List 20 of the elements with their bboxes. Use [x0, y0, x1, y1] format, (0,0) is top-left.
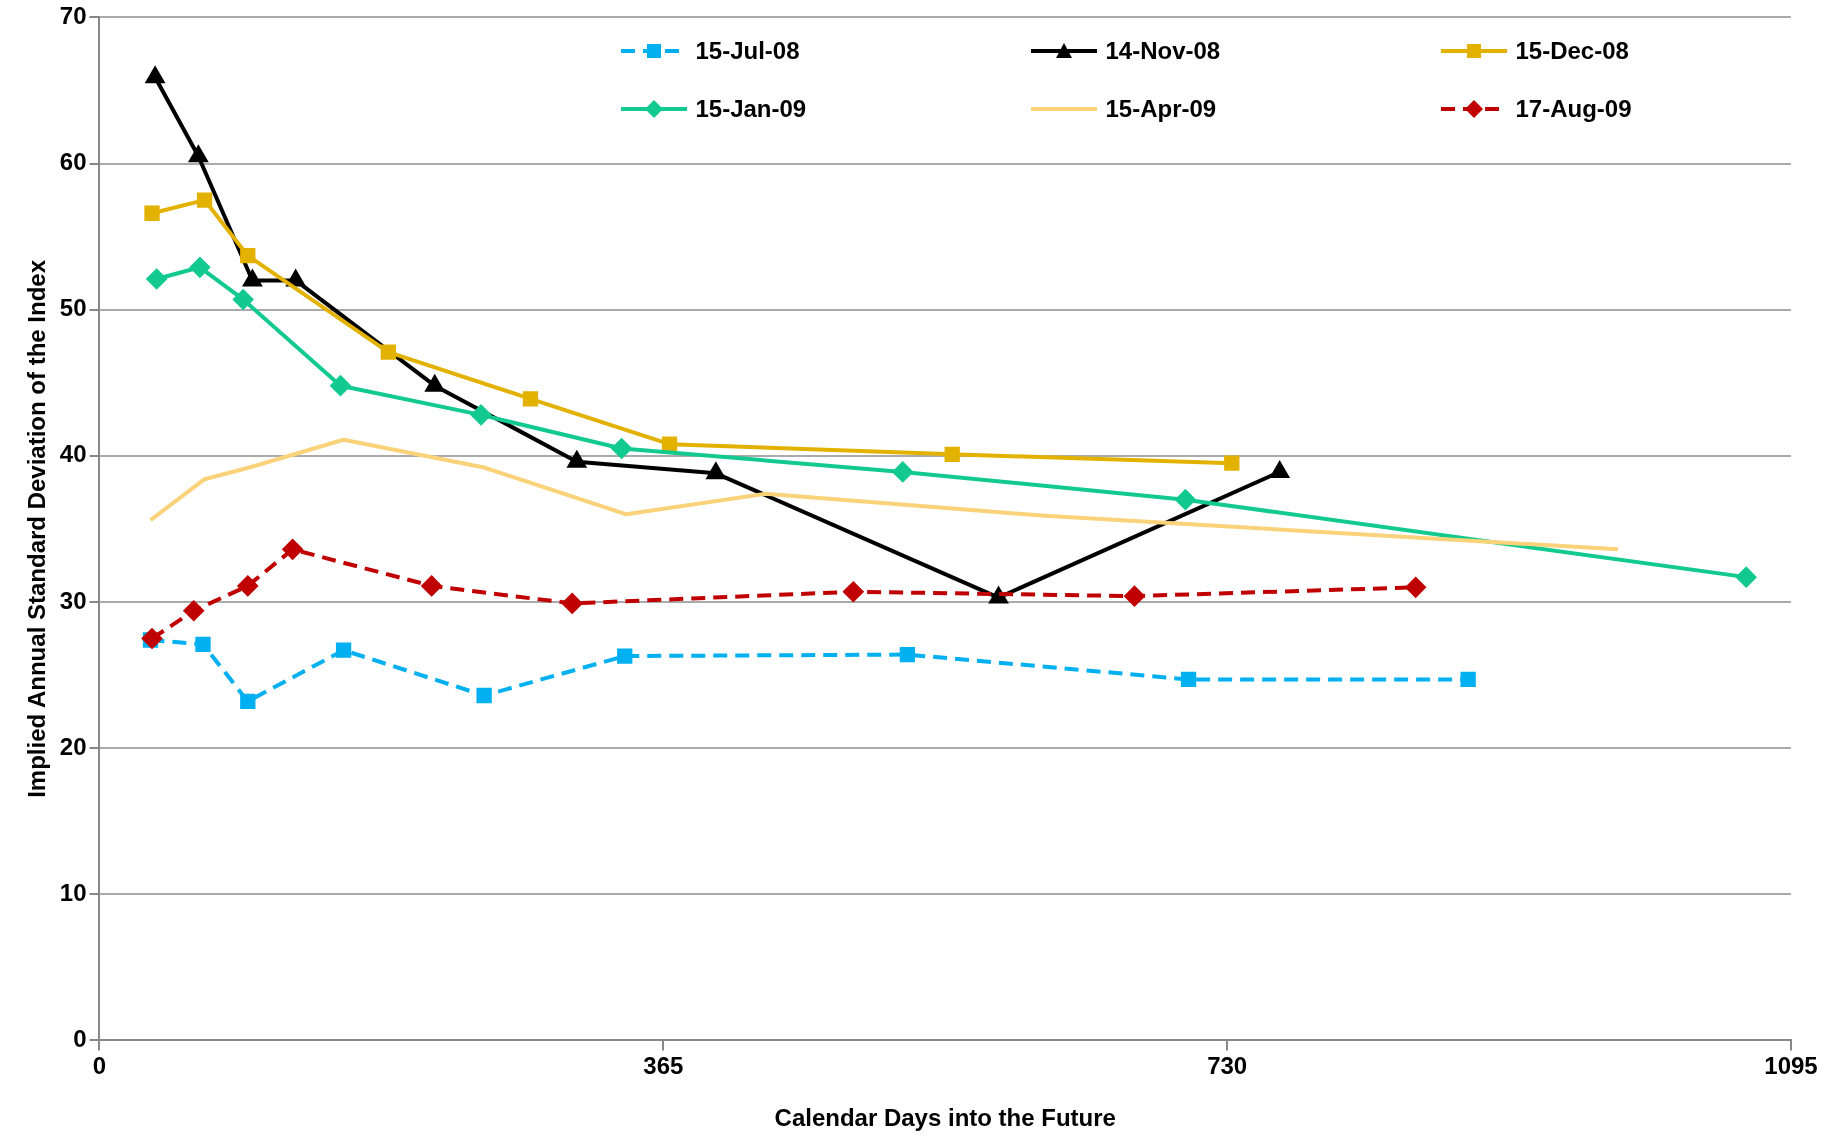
y-tick-label: 10 [59, 878, 87, 906]
y-tick-label: 30 [59, 586, 87, 614]
x-tick-label: 1095 [1764, 1052, 1818, 1080]
y-axis-title: Implied Annual Standard Deviation of the Index [23, 259, 51, 798]
x-tick-label: 0 [92, 1052, 107, 1080]
legend-label: 17-Aug-09 [1515, 95, 1632, 124]
legend-label: 15-Jul-08 [695, 37, 800, 66]
y-tick-label: 0 [73, 1025, 87, 1053]
y-tick-label: 70 [59, 2, 87, 30]
y-tick-label: 60 [59, 148, 87, 176]
y-tick-label: 20 [59, 732, 87, 760]
legend-label: 15-Apr-09 [1105, 95, 1217, 124]
legend-label: 14-Nov-08 [1105, 37, 1221, 66]
x-axis-title: Calendar Days into the Future [774, 1104, 1116, 1132]
y-tick-label: 50 [59, 294, 87, 322]
y-tick-label: 40 [59, 440, 87, 468]
x-tick-label: 365 [643, 1052, 684, 1080]
x-tick-label: 730 [1207, 1052, 1248, 1080]
legend-label: 15-Jan-09 [695, 95, 807, 124]
legend-label: 15-Dec-08 [1515, 37, 1629, 66]
